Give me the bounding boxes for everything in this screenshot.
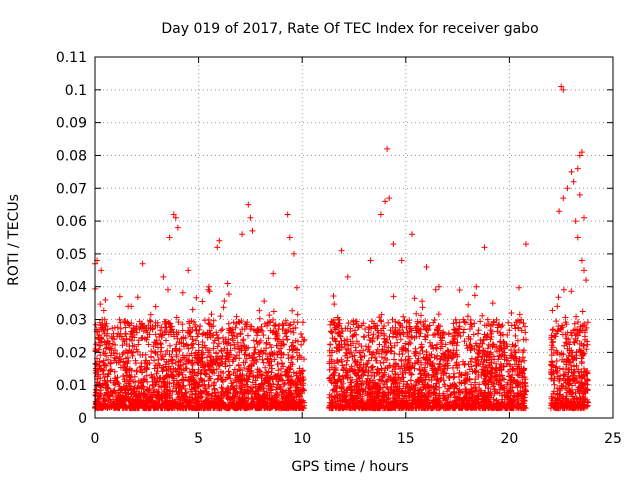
x-tick-label: 10 (293, 431, 311, 447)
data-point (574, 165, 581, 172)
data-point (556, 208, 563, 215)
data-point (574, 234, 581, 241)
data-point (286, 234, 293, 241)
data-point (172, 214, 179, 221)
data-point (239, 231, 246, 238)
data-point (583, 277, 590, 284)
data-point (576, 191, 583, 198)
data-cloud (92, 284, 592, 412)
data-point (580, 267, 587, 274)
y-tick-label: 0.03 (56, 313, 87, 329)
data-point (558, 83, 565, 90)
data-point (174, 224, 181, 231)
data-point (570, 178, 577, 185)
data-point (377, 211, 384, 218)
data-point (384, 145, 391, 152)
data-point (224, 280, 231, 287)
y-tick-label: 0.09 (56, 116, 87, 132)
data-point (102, 296, 109, 303)
x-tick-label: 15 (397, 431, 415, 447)
data-point (139, 260, 146, 267)
data-point (125, 303, 132, 310)
x-tick-label: 5 (194, 431, 203, 447)
data-point (473, 283, 480, 290)
data-point (216, 237, 223, 244)
data-point (508, 309, 515, 316)
data-point (170, 211, 177, 218)
data-point (270, 270, 277, 277)
y-tick-label: 0.04 (56, 280, 87, 296)
data-point (580, 214, 587, 221)
data-point (564, 185, 571, 192)
data-point (344, 273, 351, 280)
data-point (249, 227, 256, 234)
data-point (481, 244, 488, 251)
data-point (166, 234, 173, 241)
data-point (522, 241, 529, 248)
data-point (560, 86, 567, 93)
data-point (386, 195, 393, 202)
data-point (576, 152, 583, 159)
plot-frame (94, 56, 614, 419)
data-point (160, 273, 167, 280)
y-tick-label: 0.01 (56, 378, 87, 394)
data-point (284, 211, 291, 218)
y-tick-label: 0.02 (56, 345, 87, 361)
data-point (568, 168, 575, 175)
y-tick-label: 0.06 (56, 214, 87, 230)
x-tick-label: 25 (604, 431, 622, 447)
data-point (247, 214, 254, 221)
x-tick-label: 0 (91, 431, 100, 447)
y-tick-label: 0.08 (56, 148, 87, 164)
data-point (423, 264, 430, 271)
x-tick-label: 20 (500, 431, 518, 447)
data-point (98, 267, 105, 274)
data-markers (92, 83, 592, 412)
data-point (409, 231, 416, 238)
data-point (456, 287, 463, 294)
data-point (367, 257, 374, 264)
data-point (245, 201, 252, 208)
y-tick-label: 0.11 (56, 50, 87, 66)
data-point (214, 244, 221, 251)
data-point (578, 149, 585, 156)
data-point (390, 241, 397, 248)
data-point (382, 198, 389, 205)
data-point (116, 293, 123, 300)
chart-title: Day 019 of 2017, Rate Of TEC Index for r… (161, 21, 538, 37)
data-point (435, 283, 442, 290)
x-axis-label: GPS time / hours (291, 459, 408, 475)
data-point (398, 257, 405, 264)
data-point (338, 247, 345, 254)
data-point (560, 195, 567, 202)
y-tick-label: 0.07 (56, 181, 87, 197)
y-tick-label: 0.1 (65, 83, 87, 99)
data-point (489, 300, 496, 307)
data-point (578, 257, 585, 264)
y-tick-label: 0.05 (56, 247, 87, 263)
axis-ticks: 0 0.01 0.02 0.03 0.04 0.05 0.06 0.07 0.08 0.09 0.1… (56, 50, 622, 447)
data-point (290, 250, 297, 257)
data-point (572, 218, 579, 225)
data-point (205, 283, 212, 290)
y-tick-label: 0 (78, 411, 87, 427)
data-point (185, 267, 192, 274)
y-axis-label: ROTI / TECUs (6, 194, 22, 286)
